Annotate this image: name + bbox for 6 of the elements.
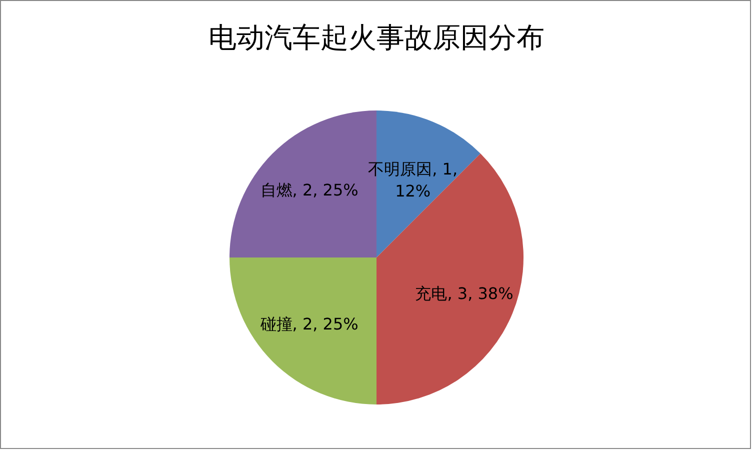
pie-slice (230, 258, 376, 404)
slice-label: 碰撞, 2, 25% (259, 314, 358, 334)
slice-label: 充电, 3, 38% (415, 284, 514, 303)
chart-title: 电动汽车起火事故原因分布 (208, 21, 544, 54)
slice-label: 自燃, 2, 25% (260, 180, 358, 200)
slice-label: 不明原因, 1, 12% (368, 160, 458, 201)
